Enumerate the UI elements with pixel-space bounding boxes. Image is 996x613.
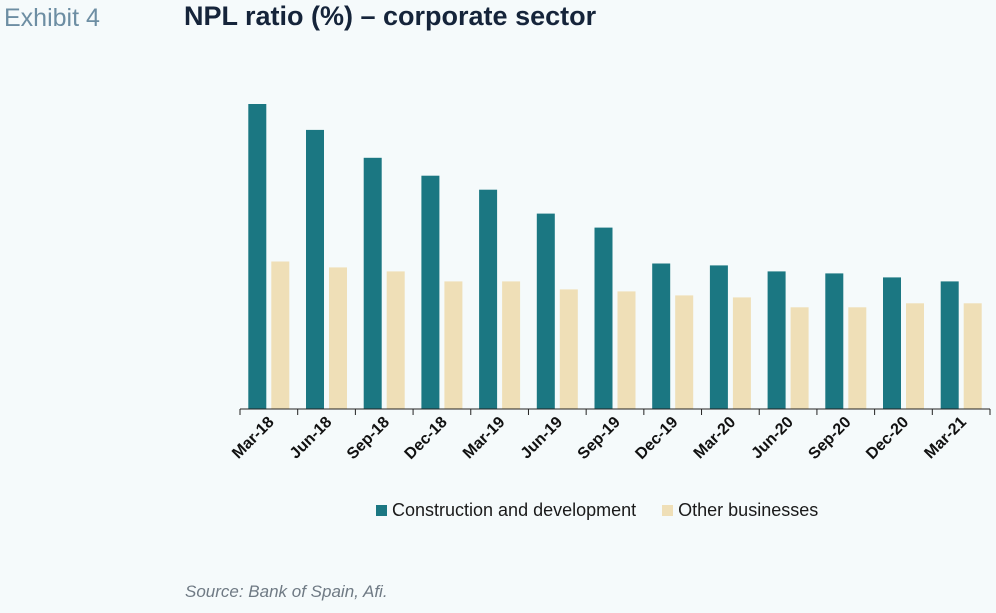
bar-other-dec-19 [675, 295, 694, 409]
bar-other-sep-18 [386, 271, 405, 409]
x-tick-label: Mar-20 [691, 414, 740, 463]
bar-other-jun-18 [329, 267, 347, 409]
bar-construction-mar-19 [479, 189, 498, 409]
bar-construction-jun-20 [767, 271, 786, 409]
x-tick-label: Dec-19 [632, 414, 681, 463]
legend-item-construction: Construction and development [376, 500, 636, 521]
bar-other-mar-18 [271, 261, 290, 409]
source-note: Source: Bank of Spain, Afi. [185, 582, 388, 601]
legend-label-other: Other businesses [678, 500, 819, 520]
legend-swatch-construction [376, 505, 387, 516]
bar-construction-jun-19 [536, 213, 555, 409]
legend-swatch-other [662, 505, 674, 516]
bar-other-jun-20 [790, 307, 809, 409]
legend-label-construction: Construction and development [392, 500, 637, 520]
x-tick-label: Dec-20 [863, 414, 912, 463]
legend-item-other: Other businesses [662, 500, 818, 521]
x-tick-label: Jun-18 [287, 414, 336, 463]
bar-other-mar-19 [502, 281, 521, 409]
exhibit-label: Exhibit 4 [4, 4, 100, 32]
bar-other-jun-19 [559, 289, 578, 409]
x-tick-label: Sep-19 [575, 414, 624, 463]
bar-construction-mar-21 [940, 281, 959, 409]
bar-other-mar-20 [732, 297, 751, 409]
x-tick-label: Mar-21 [921, 414, 970, 463]
x-tick-label: Dec-18 [402, 414, 451, 463]
chart-title: NPL ratio (%) – corporate sector [184, 1, 597, 31]
x-tick-label: Mar-19 [460, 414, 509, 463]
bar-construction-sep-19 [594, 227, 613, 409]
bar-construction-mar-18 [248, 104, 267, 409]
x-tick-label: Jun-19 [518, 414, 567, 463]
legend: Construction and development Other busin… [376, 500, 844, 521]
bar-construction-dec-19 [652, 263, 671, 409]
bar-other-mar-21 [963, 303, 982, 409]
x-tick-label: Sep-20 [805, 414, 854, 463]
bar-other-sep-19 [617, 291, 636, 409]
bar-construction-mar-20 [709, 265, 728, 409]
bar-construction-dec-18 [421, 175, 440, 409]
bar-construction-sep-20 [825, 273, 844, 409]
x-tick-label: Mar-18 [229, 414, 278, 463]
bar-construction-dec-20 [883, 277, 901, 409]
x-tick-label: Jun-20 [748, 414, 797, 463]
bar-other-dec-18 [444, 281, 463, 409]
bar-other-sep-20 [848, 307, 867, 409]
bar-construction-jun-18 [306, 129, 324, 409]
bar-other-dec-20 [906, 303, 924, 409]
x-tick-label: Sep-18 [344, 414, 393, 463]
bar-construction-sep-18 [363, 157, 382, 409]
